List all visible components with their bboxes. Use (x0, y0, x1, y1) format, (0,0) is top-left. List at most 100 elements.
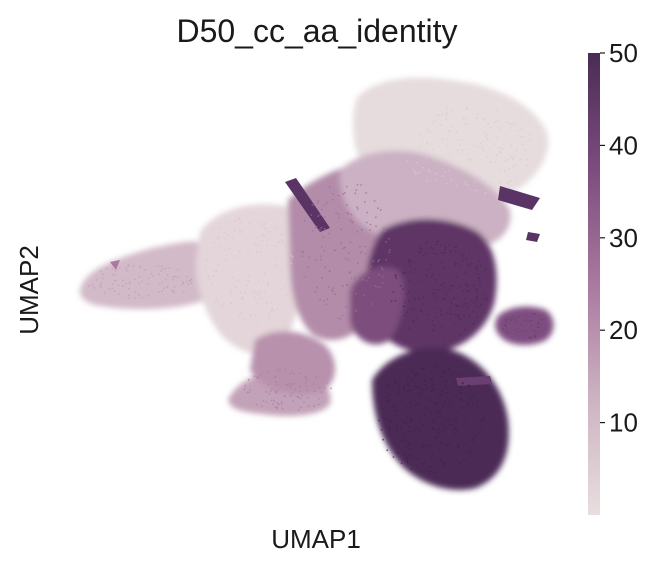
umap-cell-point (453, 246, 456, 248)
umap-cell-point (388, 383, 390, 386)
umap-cell-point (454, 250, 457, 253)
umap-cell-point (218, 244, 221, 247)
umap-cell-point (426, 180, 428, 182)
umap-cell-point (454, 426, 457, 428)
umap-cell-point (238, 230, 241, 232)
umap-cell-point (403, 305, 405, 308)
umap-cell-point (163, 287, 166, 290)
umap-cell-point (464, 183, 467, 186)
umap-cell-point (431, 121, 434, 124)
umap-cell-point (272, 403, 274, 406)
umap-cell-point (320, 208, 323, 211)
umap-cell-point (274, 389, 276, 392)
umap-cell-point (433, 324, 435, 327)
umap-cell-point (489, 161, 492, 164)
umap-cell-point (406, 391, 409, 393)
umap-cell-point (460, 435, 462, 438)
umap-cell-point (534, 330, 537, 332)
umap-cell-point (301, 255, 304, 257)
umap-cell-point (516, 149, 518, 151)
umap-cell-point (483, 117, 486, 120)
umap-cell-point (407, 457, 409, 459)
umap-cell-point (431, 427, 434, 429)
umap-cell-point (462, 290, 465, 292)
umap-cell-point (362, 278, 365, 281)
umap-cell-point (430, 413, 433, 416)
umap-cell-point (422, 303, 424, 305)
umap-cell-point (268, 313, 271, 316)
umap-cell-point (172, 278, 175, 281)
umap-cell-point (345, 305, 347, 308)
umap-cell-point (105, 267, 108, 270)
umap-cell-point (256, 251, 258, 253)
umap-cell-point (160, 270, 163, 272)
umap-cell-point (504, 160, 507, 162)
umap-cell-point (444, 246, 447, 249)
umap-cell-point (445, 293, 448, 296)
umap-cell-point (415, 374, 417, 376)
umap-cell-point (366, 211, 369, 214)
umap-cell-point (402, 373, 404, 376)
umap-cell-point (379, 209, 382, 211)
umap-cell-point (441, 138, 444, 140)
umap-cell-point (422, 462, 425, 465)
umap-cell-point (366, 279, 368, 282)
umap-cell-point (406, 160, 409, 163)
umap-cell-point (401, 419, 404, 421)
umap-cell-point (432, 148, 435, 151)
umap-cell-point (128, 287, 130, 290)
umap-cell-point (453, 429, 456, 431)
umap-cell-point (416, 161, 418, 164)
umap-cell-point (367, 276, 370, 279)
umap-cell-point (477, 175, 479, 178)
umap-cell-point (457, 389, 460, 392)
umap-cell-point (133, 297, 136, 299)
umap-cell-point (323, 227, 326, 230)
umap-cell-point (277, 389, 279, 392)
umap-cell-point (213, 301, 216, 304)
umap-cell-point (436, 307, 439, 310)
umap-cell-point (435, 240, 438, 243)
umap-cell-point (238, 314, 241, 317)
colorbar-tick-label: 20 (609, 315, 638, 345)
umap-cell-point (481, 404, 484, 407)
umap-cell-point (435, 243, 438, 246)
umap-cell-point (300, 250, 303, 253)
umap-cell-point (434, 292, 437, 295)
umap-cell-point (410, 468, 413, 471)
umap-cell-point (419, 248, 422, 251)
umap-cell-point (439, 412, 442, 414)
umap-cell-point (394, 379, 397, 381)
umap-cell-point (392, 456, 395, 458)
umap-cell-point (257, 280, 260, 282)
umap-cell-point (213, 270, 216, 272)
umap-cell-point (128, 294, 131, 297)
umap-cell-point (91, 284, 94, 286)
umap-cell-point (365, 192, 367, 194)
umap-cell-point (440, 423, 442, 425)
umap-cell-point (406, 381, 409, 384)
umap-cell-point (526, 158, 529, 161)
umap-cell-point (99, 284, 102, 287)
umap-cell-point (351, 221, 354, 223)
umap-cell-point (455, 276, 458, 278)
umap-cell-point (533, 335, 536, 337)
umap-cell-point (388, 237, 390, 240)
umap-cell-point (258, 293, 260, 296)
umap-cell-point (433, 421, 436, 424)
umap-cell-point (405, 421, 408, 424)
umap-cell-point (494, 121, 497, 123)
umap-cell-point (299, 385, 302, 388)
umap-cell-point (414, 172, 417, 175)
umap-cell-point (403, 271, 406, 274)
umap-cell-point (457, 151, 460, 154)
umap-cell-point (440, 441, 443, 444)
umap-cell-point (398, 392, 401, 395)
umap-cell-point (406, 293, 408, 295)
umap-cell-point (393, 405, 396, 408)
umap-cell-point (409, 444, 412, 447)
umap-cell-point (259, 251, 262, 254)
umap-cell-point (373, 239, 376, 241)
umap-cell-point (462, 255, 465, 257)
umap-cell-point (455, 184, 458, 187)
